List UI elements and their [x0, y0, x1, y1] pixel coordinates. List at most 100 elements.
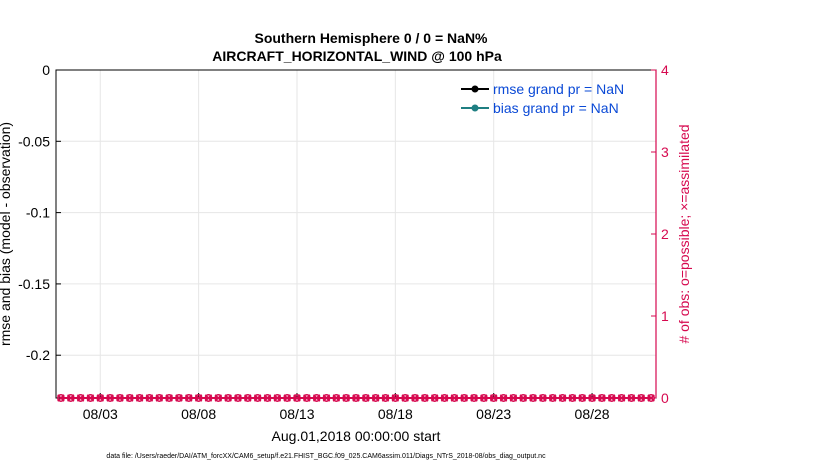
chart-subtitle: AIRCRAFT_HORIZONTAL_WIND @ 100 hPa — [212, 48, 502, 64]
obs-assimilated-stroke — [224, 394, 232, 402]
obs-possible-point — [96, 394, 105, 402]
obs-possible-point — [627, 394, 636, 402]
obs-possible-point — [342, 394, 351, 402]
obs-possible-point — [165, 394, 174, 402]
obs-possible-point — [568, 394, 577, 402]
obs-assimilated-point — [116, 394, 124, 402]
obs-assimilated-point — [499, 394, 508, 402]
obs-assimilated-point — [381, 394, 390, 402]
obs-possible-point — [401, 394, 410, 402]
obs-assimilated-stroke — [588, 394, 596, 402]
obs-assimilated-point — [76, 394, 85, 402]
y-axis-right-label: # of obs: o=possible; ×=assimilated — [676, 124, 692, 343]
obs-assimilated-point — [529, 394, 537, 402]
obs-assimilated-stroke — [430, 394, 439, 402]
obs-possible-point — [175, 394, 183, 402]
obs-assimilated-stroke — [568, 394, 577, 402]
x-axis-label: Aug.01,2018 00:00:00 start — [272, 428, 441, 444]
obs-assimilated-stroke — [135, 394, 144, 402]
obs-assimilated-point — [244, 394, 252, 402]
obs-possible-point — [647, 394, 656, 402]
obs-assimilated-point — [155, 394, 164, 402]
obs-assimilated-stroke — [106, 394, 114, 402]
obs-assimilated-stroke — [362, 394, 370, 402]
obs-assimilated-point — [342, 394, 350, 402]
obs-assimilated-stroke — [322, 394, 331, 402]
legend-label-rmse: rmse grand pr = NaN — [493, 81, 624, 97]
obs-assimilated-stroke — [617, 394, 626, 402]
obs-assimilated-point — [96, 394, 104, 402]
obs-assimilated-stroke — [283, 394, 291, 402]
obs-assimilated-stroke — [509, 394, 518, 402]
obs-assimilated-stroke — [57, 394, 65, 402]
obs-possible-point — [322, 394, 331, 402]
y-axis-right: 0 1 2 3 4 — [651, 62, 669, 406]
obs-possible-point — [529, 394, 537, 402]
legend: rmse grand pr = NaN bias grand pr = NaN — [461, 81, 624, 116]
obs-assimilated-stroke — [126, 394, 134, 402]
obs-assimilated-stroke — [558, 394, 567, 402]
obs-possible-point — [548, 394, 557, 402]
y-left-tick-label: -0.05 — [18, 133, 50, 149]
obs-assimilated-stroke — [460, 394, 468, 402]
x-tick-label: 08/28 — [575, 406, 610, 422]
obs-assimilated-stroke — [342, 394, 350, 402]
legend-marker-rmse — [471, 85, 479, 93]
obs-assimilated-stroke — [578, 394, 586, 402]
obs-assimilated-point — [578, 394, 586, 402]
obs-possible-point — [479, 394, 488, 402]
obs-assimilated-stroke — [86, 394, 95, 402]
obs-possible-point — [86, 394, 95, 402]
obs-assimilated-stroke — [548, 394, 557, 402]
obs-possible-point — [597, 394, 606, 402]
obs-assimilated-stroke — [273, 394, 282, 402]
data-file-footer: data file: /Users/raeder/DAI/ATM_forcXX/… — [106, 453, 546, 460]
obs-possible-point — [470, 394, 478, 402]
obs-assimilated-stroke — [263, 394, 272, 402]
obs-possible-point — [411, 394, 419, 402]
obs-assimilated-point — [440, 394, 449, 402]
obs-possible-point — [106, 394, 115, 402]
obs-assimilated-point — [175, 394, 183, 402]
y-left-tick-label: 0 — [42, 62, 50, 78]
obs-assimilated-point — [460, 394, 468, 402]
obs-possible-point — [302, 394, 311, 402]
y-right-tick-label: 3 — [661, 144, 669, 160]
obs-assimilated-stroke — [519, 394, 527, 402]
obs-possible-point — [558, 394, 567, 402]
obs-assimilated-stroke — [116, 394, 124, 402]
y-left-tick-label: -0.15 — [18, 276, 50, 292]
obs-possible-point — [243, 394, 252, 402]
obs-assimilated-stroke — [155, 394, 164, 402]
obs-assimilated-point — [519, 394, 527, 402]
obs-assimilated-stroke — [332, 394, 341, 402]
y-right-tick-label: 4 — [661, 62, 669, 78]
obs-assimilated-point — [293, 394, 301, 402]
x-tick-label: 08/18 — [378, 406, 413, 422]
obs-possible-point — [332, 394, 341, 402]
y-right-tick-label: 2 — [661, 226, 669, 242]
obs-assimilated-point — [126, 394, 134, 402]
obs-assimilated-stroke — [391, 394, 400, 402]
obs-assimilated-stroke — [489, 394, 498, 402]
obs-possible-point — [312, 394, 321, 402]
obs-assimilated-stroke — [401, 394, 409, 402]
grid — [56, 70, 656, 398]
obs-assimilated-stroke — [411, 394, 419, 402]
obs-possible-point — [125, 394, 134, 402]
obs-possible-point — [283, 394, 292, 402]
obs-assimilated-stroke — [194, 394, 203, 402]
obs-assimilated-stroke — [499, 394, 508, 402]
obs-assimilated-point — [627, 394, 636, 402]
y-axis-left-label: rmse and bias (model - observation) — [0, 122, 13, 346]
obs-assimilated-stroke — [204, 394, 213, 402]
obs-possible-point — [145, 394, 154, 402]
obs-assimilated-point — [617, 394, 626, 402]
obs-possible-point — [460, 394, 469, 402]
obs-assimilated-point — [362, 394, 370, 402]
obs-assimilated-stroke — [598, 394, 606, 402]
obs-assimilated-point — [588, 394, 596, 402]
y-right-tick-label: 1 — [661, 308, 669, 324]
obs-assimilated-stroke — [647, 394, 655, 402]
obs-assimilated-stroke — [253, 394, 262, 402]
